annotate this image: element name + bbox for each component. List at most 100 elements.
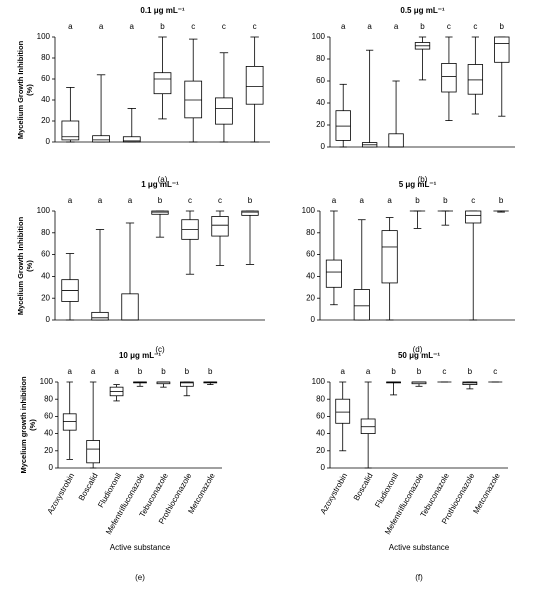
x-axis-label: Active substance bbox=[110, 543, 171, 552]
significance-letter: c bbox=[218, 196, 222, 205]
panel-label: (e) bbox=[135, 573, 145, 582]
y-tick-label: 80 bbox=[44, 394, 53, 403]
box bbox=[92, 135, 110, 143]
y-axis-label: Mycelium growth inhibition (%) bbox=[19, 376, 37, 474]
x-tick-label: Boscalid bbox=[352, 472, 375, 503]
significance-letter: a bbox=[98, 196, 103, 205]
box bbox=[86, 440, 100, 464]
y-tick-label: 20 bbox=[316, 446, 325, 455]
y-tick-label: 100 bbox=[37, 32, 51, 41]
y-tick-label: 80 bbox=[306, 228, 315, 237]
y-tick-label: 80 bbox=[41, 228, 50, 237]
significance-letter: c bbox=[222, 22, 226, 31]
significance-letter: c bbox=[442, 367, 446, 376]
y-tick-label: 20 bbox=[306, 293, 315, 302]
significance-letter: b bbox=[500, 22, 505, 31]
box bbox=[151, 210, 169, 215]
box bbox=[245, 66, 264, 105]
significance-letter: a bbox=[366, 367, 371, 376]
chart-title: 1 μg mL⁻¹ bbox=[141, 180, 179, 189]
box bbox=[62, 413, 77, 431]
significance-letter: a bbox=[99, 22, 104, 31]
significance-letter: a bbox=[360, 196, 365, 205]
significance-letter: c bbox=[473, 22, 477, 31]
significance-letter: b bbox=[391, 367, 396, 376]
chart-title: 50 μg mL⁻¹ bbox=[398, 351, 440, 360]
significance-letter: b bbox=[158, 196, 163, 205]
y-tick-label: 40 bbox=[41, 272, 50, 281]
y-tick-label: 80 bbox=[316, 54, 325, 63]
y-tick-label: 0 bbox=[321, 463, 326, 472]
panel-label: (f) bbox=[415, 573, 423, 582]
y-tick-label: 100 bbox=[312, 377, 326, 386]
panel-label: (c) bbox=[155, 345, 165, 354]
y-tick-label: 100 bbox=[312, 32, 326, 41]
box bbox=[335, 398, 351, 424]
panel-label: (a) bbox=[158, 175, 168, 184]
box bbox=[211, 216, 229, 237]
significance-letter: a bbox=[68, 196, 73, 205]
box bbox=[335, 110, 351, 141]
y-tick-label: 0 bbox=[46, 315, 51, 324]
box bbox=[91, 311, 109, 321]
y-tick-label: 40 bbox=[316, 429, 325, 438]
y-tick-label: 20 bbox=[41, 116, 50, 125]
significance-letter: b bbox=[468, 367, 473, 376]
y-tick-label: 80 bbox=[41, 53, 50, 62]
significance-letter: b bbox=[415, 196, 420, 205]
significance-letter: a bbox=[130, 22, 135, 31]
y-tick-label: 100 bbox=[302, 206, 316, 215]
significance-letter: a bbox=[367, 22, 372, 31]
box bbox=[467, 64, 484, 95]
y-tick-label: 0 bbox=[321, 142, 326, 151]
x-axis-label: Active substance bbox=[389, 543, 450, 552]
y-tick-label: 60 bbox=[306, 250, 315, 259]
box bbox=[462, 381, 478, 385]
x-tick-label: Azoxystrobin bbox=[46, 472, 77, 516]
significance-letter: c bbox=[493, 367, 497, 376]
panel-label: (d) bbox=[413, 345, 423, 354]
box bbox=[381, 230, 398, 284]
significance-letter: a bbox=[67, 367, 72, 376]
box bbox=[465, 210, 482, 224]
significance-letter: a bbox=[387, 196, 392, 205]
box bbox=[441, 63, 457, 93]
significance-letter: b bbox=[417, 367, 422, 376]
significance-letter: c bbox=[188, 196, 192, 205]
box bbox=[61, 120, 80, 141]
box bbox=[353, 289, 370, 321]
significance-letter: a bbox=[341, 22, 346, 31]
box bbox=[122, 136, 141, 143]
box bbox=[325, 259, 342, 288]
y-tick-label: 60 bbox=[41, 74, 50, 83]
y-tick-label: 60 bbox=[44, 412, 53, 421]
significance-letter: b bbox=[443, 196, 448, 205]
y-tick-label: 100 bbox=[37, 206, 51, 215]
box bbox=[360, 418, 376, 435]
significance-letter: a bbox=[114, 367, 119, 376]
significance-letter: a bbox=[68, 22, 73, 31]
significance-letter: c bbox=[191, 22, 195, 31]
x-tick-label: Boscalid bbox=[77, 472, 100, 503]
y-tick-label: 20 bbox=[41, 293, 50, 302]
significance-letter: c bbox=[447, 22, 451, 31]
y-tick-label: 60 bbox=[41, 250, 50, 259]
chart-title: 0.1 μg mL⁻¹ bbox=[140, 6, 185, 15]
y-tick-label: 60 bbox=[316, 76, 325, 85]
y-tick-label: 20 bbox=[316, 120, 325, 129]
y-tick-label: 0 bbox=[49, 463, 54, 472]
significance-letter: b bbox=[499, 196, 504, 205]
y-tick-label: 40 bbox=[306, 272, 315, 281]
y-tick-label: 40 bbox=[41, 95, 50, 104]
significance-letter: c bbox=[471, 196, 475, 205]
significance-letter: a bbox=[91, 367, 96, 376]
x-tick-label: Metconazole bbox=[471, 471, 502, 515]
y-axis-label: Mycelium Growth Inhibition (%) bbox=[16, 216, 34, 315]
box bbox=[121, 293, 139, 321]
box bbox=[494, 36, 510, 63]
significance-letter: a bbox=[340, 367, 345, 376]
significance-letter: a bbox=[332, 196, 337, 205]
chart-title: 10 μg mL⁻¹ bbox=[119, 351, 161, 360]
